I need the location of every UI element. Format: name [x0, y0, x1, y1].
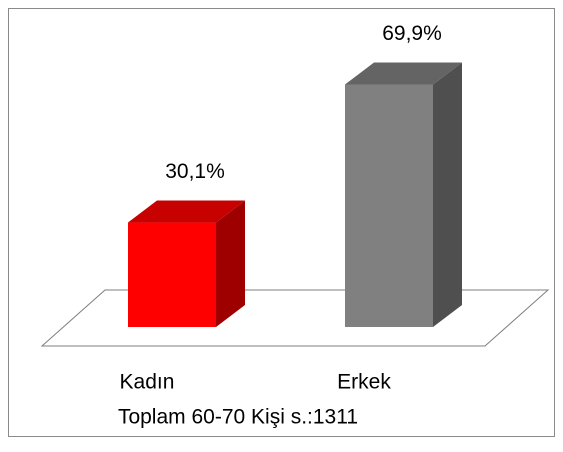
- bar-side: [433, 62, 462, 328]
- floor: [40, 289, 550, 347]
- value-label: 30,1%: [165, 160, 225, 183]
- bar-side: [216, 200, 245, 327]
- value-label: 69,9%: [382, 22, 442, 45]
- bar-top: [128, 200, 245, 223]
- x-axis-label: Toplam 60-70 Kişi s.:1311: [118, 406, 358, 429]
- x-tick-label: Erkek: [337, 371, 391, 394]
- x-tick-label: Kadın: [120, 371, 175, 394]
- bar-top: [345, 62, 462, 85]
- bar: [345, 84, 433, 328]
- bar: [128, 222, 216, 327]
- chart-border: [8, 8, 555, 437]
